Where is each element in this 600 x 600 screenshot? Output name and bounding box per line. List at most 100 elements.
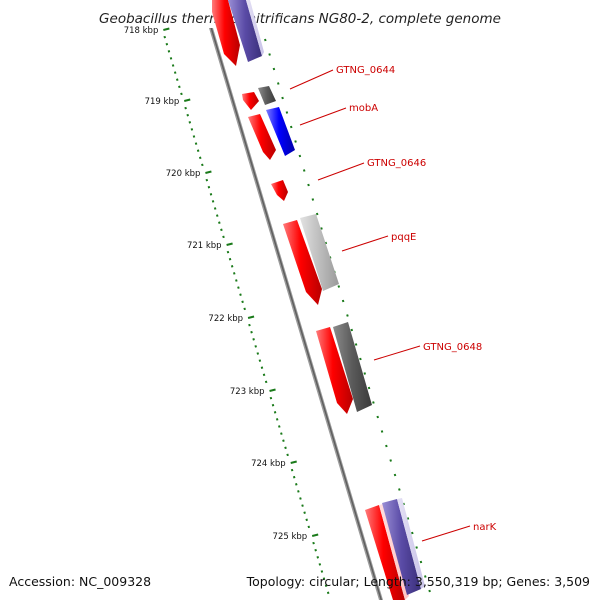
gene-labels: GTNG_0644 mobA GTNG_0646 pqqE GTNG_0648 … [336, 65, 497, 533]
track-tick [276, 82, 280, 85]
ruler-minor-tick [196, 149, 200, 152]
ruler-minor-tick [176, 78, 179, 81]
track-tick [272, 67, 276, 71]
track-tick [307, 183, 310, 187]
ruler-major-tick [163, 27, 170, 31]
gene-pqqE [300, 214, 339, 291]
ruler-minor-tick [305, 518, 308, 522]
ruler-minor-tick [301, 504, 304, 507]
gene-mobA [266, 107, 295, 156]
ruler-minor-tick [207, 185, 211, 189]
label-leaders [289, 69, 471, 542]
ruler: 718 kbp 719 kbp 720 kbp 721 kbp 722 kbp 723 k… [124, 26, 330, 595]
ruler-minor-tick [184, 106, 187, 110]
ruler-minor-tick [264, 380, 268, 384]
track-tick [302, 169, 306, 172]
track-tick [376, 415, 379, 419]
track-tick [411, 531, 414, 535]
genes [212, 0, 425, 600]
ruler-minor-tick [239, 293, 242, 296]
ruler-label: 725 kbp [273, 532, 308, 542]
track-tick [298, 154, 302, 158]
gene-label-GTNG_0646: GTNG_0646 [367, 158, 426, 169]
ruler-minor-tick [205, 178, 209, 182]
ruler-minor-tick [194, 142, 198, 145]
ruler-minor-tick [284, 446, 287, 450]
ruler-minor-tick [262, 373, 266, 377]
genome-backbone [209, 28, 383, 600]
ruler-minor-tick [188, 121, 192, 124]
ruler-minor-tick [282, 439, 285, 442]
ruler-minor-tick [318, 563, 322, 566]
ruler-minor-tick [290, 468, 294, 472]
gene-forward-0648 [316, 327, 353, 414]
ruler-minor-tick [230, 265, 234, 268]
ruler-minor-tick [243, 307, 246, 311]
ruler-minor-tick [248, 323, 251, 327]
track-tick [268, 53, 271, 56]
gene-GTNG_0644 [258, 86, 276, 105]
ruler-minor-tick [258, 359, 262, 362]
ruler-major-tick [311, 533, 319, 537]
track-tick [350, 328, 354, 332]
track-tick [389, 459, 392, 462]
ruler-minor-tick [326, 591, 330, 595]
ruler-minor-tick [169, 57, 173, 60]
track-tick [324, 241, 328, 245]
ruler-minor-tick [222, 235, 225, 239]
track-tick [402, 502, 405, 506]
gene-label-GTNG_0648: GTNG_0648 [423, 342, 482, 353]
gene-label-GTNG_0644: GTNG_0644 [336, 65, 395, 76]
track-tick [337, 285, 341, 288]
track-tick [311, 198, 315, 201]
ruler-minor-tick [235, 279, 238, 282]
ruler-minor-tick [220, 228, 223, 232]
gene-top-forward [212, 0, 240, 66]
map-title: Geobacillus thermodenitrificans NG80-2, … [99, 11, 501, 27]
ruler-label: 721 kbp [187, 241, 222, 251]
ruler-minor-tick [254, 345, 257, 348]
track-tick [406, 517, 410, 520]
ruler-minor-tick [322, 577, 326, 580]
ruler-minor-tick [163, 35, 166, 39]
ruler-minor-tick [218, 221, 221, 224]
track-tick [415, 546, 418, 549]
ruler-label: 724 kbp [251, 459, 286, 469]
ruler-minor-tick [286, 453, 289, 457]
track-tick [367, 386, 371, 390]
ruler-minor-tick [180, 92, 183, 96]
ruler-label: 722 kbp [208, 314, 243, 324]
ruler-label: 720 kbp [166, 169, 201, 179]
gene-top-reverse-fade [246, 0, 264, 56]
gene-GTNG_0646 [271, 180, 288, 201]
ruler-minor-tick [303, 511, 306, 514]
gene-narK [382, 499, 421, 595]
track-tick [380, 430, 384, 433]
track-tick [281, 96, 284, 100]
ruler-minor-tick [292, 475, 296, 479]
track-tick [285, 111, 289, 114]
track-tick [289, 125, 293, 129]
ruler-minor-tick [213, 207, 217, 210]
track-tick [424, 575, 427, 578]
gene-forward-narK-fade [379, 504, 409, 600]
gene-forward-narK [365, 505, 405, 600]
ruler-minor-tick [299, 497, 302, 500]
ruler-minor-tick [201, 163, 204, 167]
ruler-minor-tick [165, 42, 169, 46]
ruler-minor-tick [228, 257, 232, 261]
track-tick [320, 227, 323, 230]
gene-narK-fade [397, 498, 425, 589]
accession-label: Accession: NC_009328 [9, 574, 151, 589]
genome-stats: Topology: circular; Length: 3,550,319 bp… [246, 574, 590, 589]
ruler-minor-tick [178, 85, 181, 89]
track-tick [363, 372, 367, 375]
gene-forward-pqqE [283, 220, 322, 305]
track-tick [393, 473, 397, 477]
ruler-minor-tick [232, 272, 236, 275]
ruler-minor-tick [320, 570, 324, 573]
ruler-minor-tick [269, 396, 273, 400]
track-tick [359, 357, 362, 361]
ruler-minor-tick [273, 411, 277, 414]
